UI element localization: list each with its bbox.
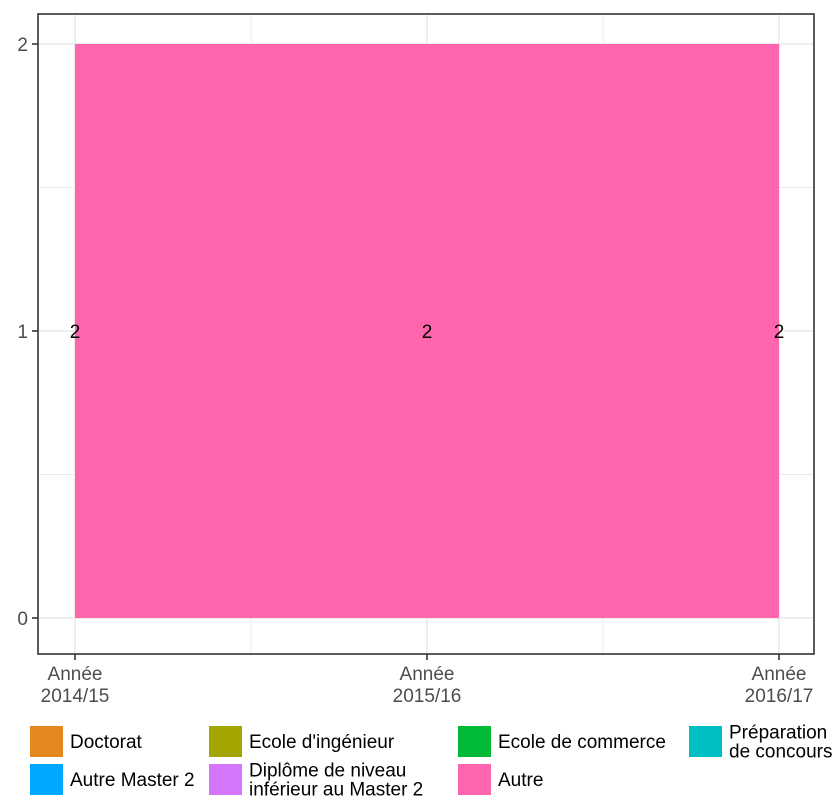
data-label: 2	[774, 322, 785, 343]
x-tick-label: Année 2015/16	[393, 664, 462, 707]
legend-label: Ecole de commerce	[498, 732, 666, 753]
legend-label: Préparation de concours	[729, 723, 833, 763]
data-label: 2	[422, 322, 433, 343]
y-tick-label: 1	[17, 322, 28, 343]
legend-label: Diplôme de niveau inférieur au Master 2	[249, 761, 423, 801]
y-tick-label: 2	[17, 35, 28, 56]
legend-key	[209, 764, 242, 795]
legend-label: Doctorat	[70, 732, 143, 753]
legend: Doctorat Ecole d'ingénieur Ecole de commer…	[30, 723, 833, 801]
legend-label: Autre	[498, 770, 543, 791]
x-tick-label: Année 2016/17	[745, 664, 814, 707]
area-series	[75, 44, 779, 618]
legend-key	[689, 726, 722, 757]
legend-label: Autre Master 2	[70, 770, 195, 791]
x-tick-label: Année 2014/15	[41, 664, 110, 707]
legend-key	[209, 726, 242, 757]
data-label: 2	[70, 322, 81, 343]
legend-label: Ecole d'ingénieur	[249, 732, 395, 753]
legend-key	[30, 726, 63, 757]
legend-key	[458, 764, 491, 795]
panel-border	[37, 13, 815, 655]
data-labels: 2 2 2	[70, 322, 785, 343]
axes: 0 1 2 Année 2014/15 Année 2015/16 Année 2016/17	[17, 35, 813, 707]
area-layer	[75, 44, 779, 618]
legend-key	[458, 726, 491, 757]
legend-key	[30, 764, 63, 795]
y-tick-label: 0	[17, 609, 28, 630]
